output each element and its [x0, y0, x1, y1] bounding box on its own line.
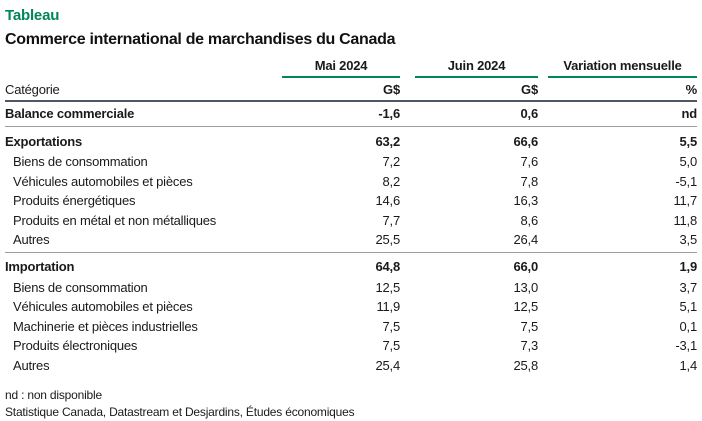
cell-juin-2024: 66,0 — [513, 259, 538, 274]
table-row: Exportations 63,2 66,6 5,5 — [5, 130, 697, 152]
col-header-variation-mensuelle: Variation mensuelle — [548, 58, 697, 78]
category-header: Catégorie — [5, 82, 60, 97]
cell-juin-2024: 26,4 — [513, 232, 538, 248]
cell-juin-2024: 7,6 — [520, 154, 539, 170]
row-label: Importation — [5, 259, 75, 274]
cell-mai-2024: 7,5 — [382, 318, 401, 334]
table-row: Véhicules automobiles et pièces 8,2 7,8 -5,… — [5, 172, 697, 192]
trade-table: Mai 2024 Juin 2024 Variation mensuelle C… — [5, 58, 697, 375]
row-label: Biens de consommation — [13, 154, 148, 170]
table-row: Produits en métal et non métalliques 7,7 8… — [5, 211, 697, 231]
row-label: Véhicules automobiles et pièces — [13, 173, 193, 189]
cell-mai-2024: 12,5 — [375, 279, 400, 295]
cell-mai-2024: 25,5 — [375, 232, 400, 248]
cell-mai-2024: -1,6 — [378, 105, 400, 121]
cell-variation: 3,5 — [679, 232, 698, 248]
table-row: Biens de consommation 7,2 7,6 5,0 — [5, 152, 697, 172]
table-kicker: Tableau — [5, 7, 60, 24]
cell-mai-2024: 7,7 — [382, 212, 401, 228]
row-label: Biens de consommation — [13, 279, 148, 295]
cell-variation: -5,1 — [675, 173, 697, 189]
cell-juin-2024: 8,6 — [520, 212, 539, 228]
cell-mai-2024: 11,9 — [376, 299, 400, 315]
cell-mai-2024: 7,5 — [382, 338, 401, 354]
cell-juin-2024: 66,6 — [513, 133, 538, 149]
cell-variation: 11,7 — [673, 193, 697, 209]
column-header-row: Mai 2024 Juin 2024 Variation mensuelle — [5, 58, 697, 78]
unit-header-row: Catégorie G$ G$ % — [5, 78, 697, 102]
row-label: Autres — [13, 357, 50, 373]
table-row: Autres 25,5 26,4 3,5 — [5, 230, 697, 250]
unit-variation: % — [685, 82, 698, 97]
col-header-mai-2024: Mai 2024 — [282, 58, 400, 78]
table-row: Autres 25,4 25,8 1,4 — [5, 356, 697, 376]
cell-variation: -3,1 — [675, 338, 697, 354]
col-header-juin-2024: Juin 2024 — [415, 58, 538, 78]
row-label: Autres — [13, 232, 50, 248]
cell-variation: 5,5 — [679, 133, 698, 149]
source-line: Statistique Canada, Datastream et Desjar… — [5, 405, 355, 419]
footnote: nd : non disponible — [5, 388, 102, 402]
row-label: Machinerie et pièces industrielles — [13, 318, 198, 334]
cell-mai-2024: 25,4 — [375, 357, 400, 373]
cell-juin-2024: 7,3 — [520, 338, 539, 354]
table-body: Balance commerciale -1,6 0,6 nd Exportations… — [5, 102, 697, 375]
cell-juin-2024: 7,5 — [520, 318, 539, 334]
table-row: Produits énergétiques 14,6 16,3 11,7 — [5, 191, 697, 211]
page-title: Commerce international de marchandises d… — [5, 31, 396, 48]
cell-juin-2024: 12,5 — [513, 299, 538, 315]
cell-juin-2024: 7,8 — [520, 173, 539, 189]
cell-variation: 5,1 — [679, 299, 698, 315]
cell-variation: 11,8 — [673, 212, 697, 228]
cell-juin-2024: 13,0 — [513, 279, 538, 295]
cell-variation: 1,9 — [679, 259, 698, 274]
row-label: Produits énergétiques — [13, 193, 136, 209]
table-row: Importation 64,8 66,0 1,9 — [5, 256, 697, 278]
row-label: Produits en métal et non métalliques — [13, 212, 217, 228]
table-row: Biens de consommation 12,5 13,0 3,7 — [5, 278, 697, 298]
cell-variation: 0,1 — [679, 318, 698, 334]
cell-mai-2024: 7,2 — [382, 154, 401, 170]
table-footer: nd : non disponible Statistique Canada, … — [5, 387, 697, 421]
row-label: Véhicules automobiles et pièces — [13, 299, 193, 315]
table-row: Balance commerciale -1,6 0,6 nd — [5, 102, 697, 124]
cell-mai-2024: 63,2 — [375, 133, 400, 149]
cell-variation: nd — [681, 105, 698, 121]
cell-mai-2024: 64,8 — [375, 259, 400, 274]
table-row: Véhicules automobiles et pièces 11,9 12,5 5… — [5, 297, 697, 317]
row-label: Balance commerciale — [5, 105, 135, 121]
section-divider — [5, 126, 697, 127]
table-row: Produits électroniques 7,5 7,3 -3,1 — [5, 336, 697, 356]
unit-mai: G$ — [383, 82, 400, 97]
cell-variation: 5,0 — [679, 154, 698, 170]
cell-juin-2024: 16,3 — [513, 193, 538, 209]
cell-mai-2024: 8,2 — [382, 173, 401, 189]
cell-variation: 3,7 — [679, 279, 698, 295]
row-label: Exportations — [5, 133, 83, 149]
cell-juin-2024: 25,8 — [513, 357, 538, 373]
section-divider — [5, 251, 697, 253]
cell-juin-2024: 0,6 — [520, 105, 539, 121]
cell-mai-2024: 14,6 — [375, 193, 400, 209]
table-row: Machinerie et pièces industrielles 7,5 7,5… — [5, 317, 697, 337]
cell-variation: 1,4 — [679, 357, 698, 373]
row-label: Produits électroniques — [13, 338, 138, 354]
unit-juin: G$ — [521, 82, 538, 97]
